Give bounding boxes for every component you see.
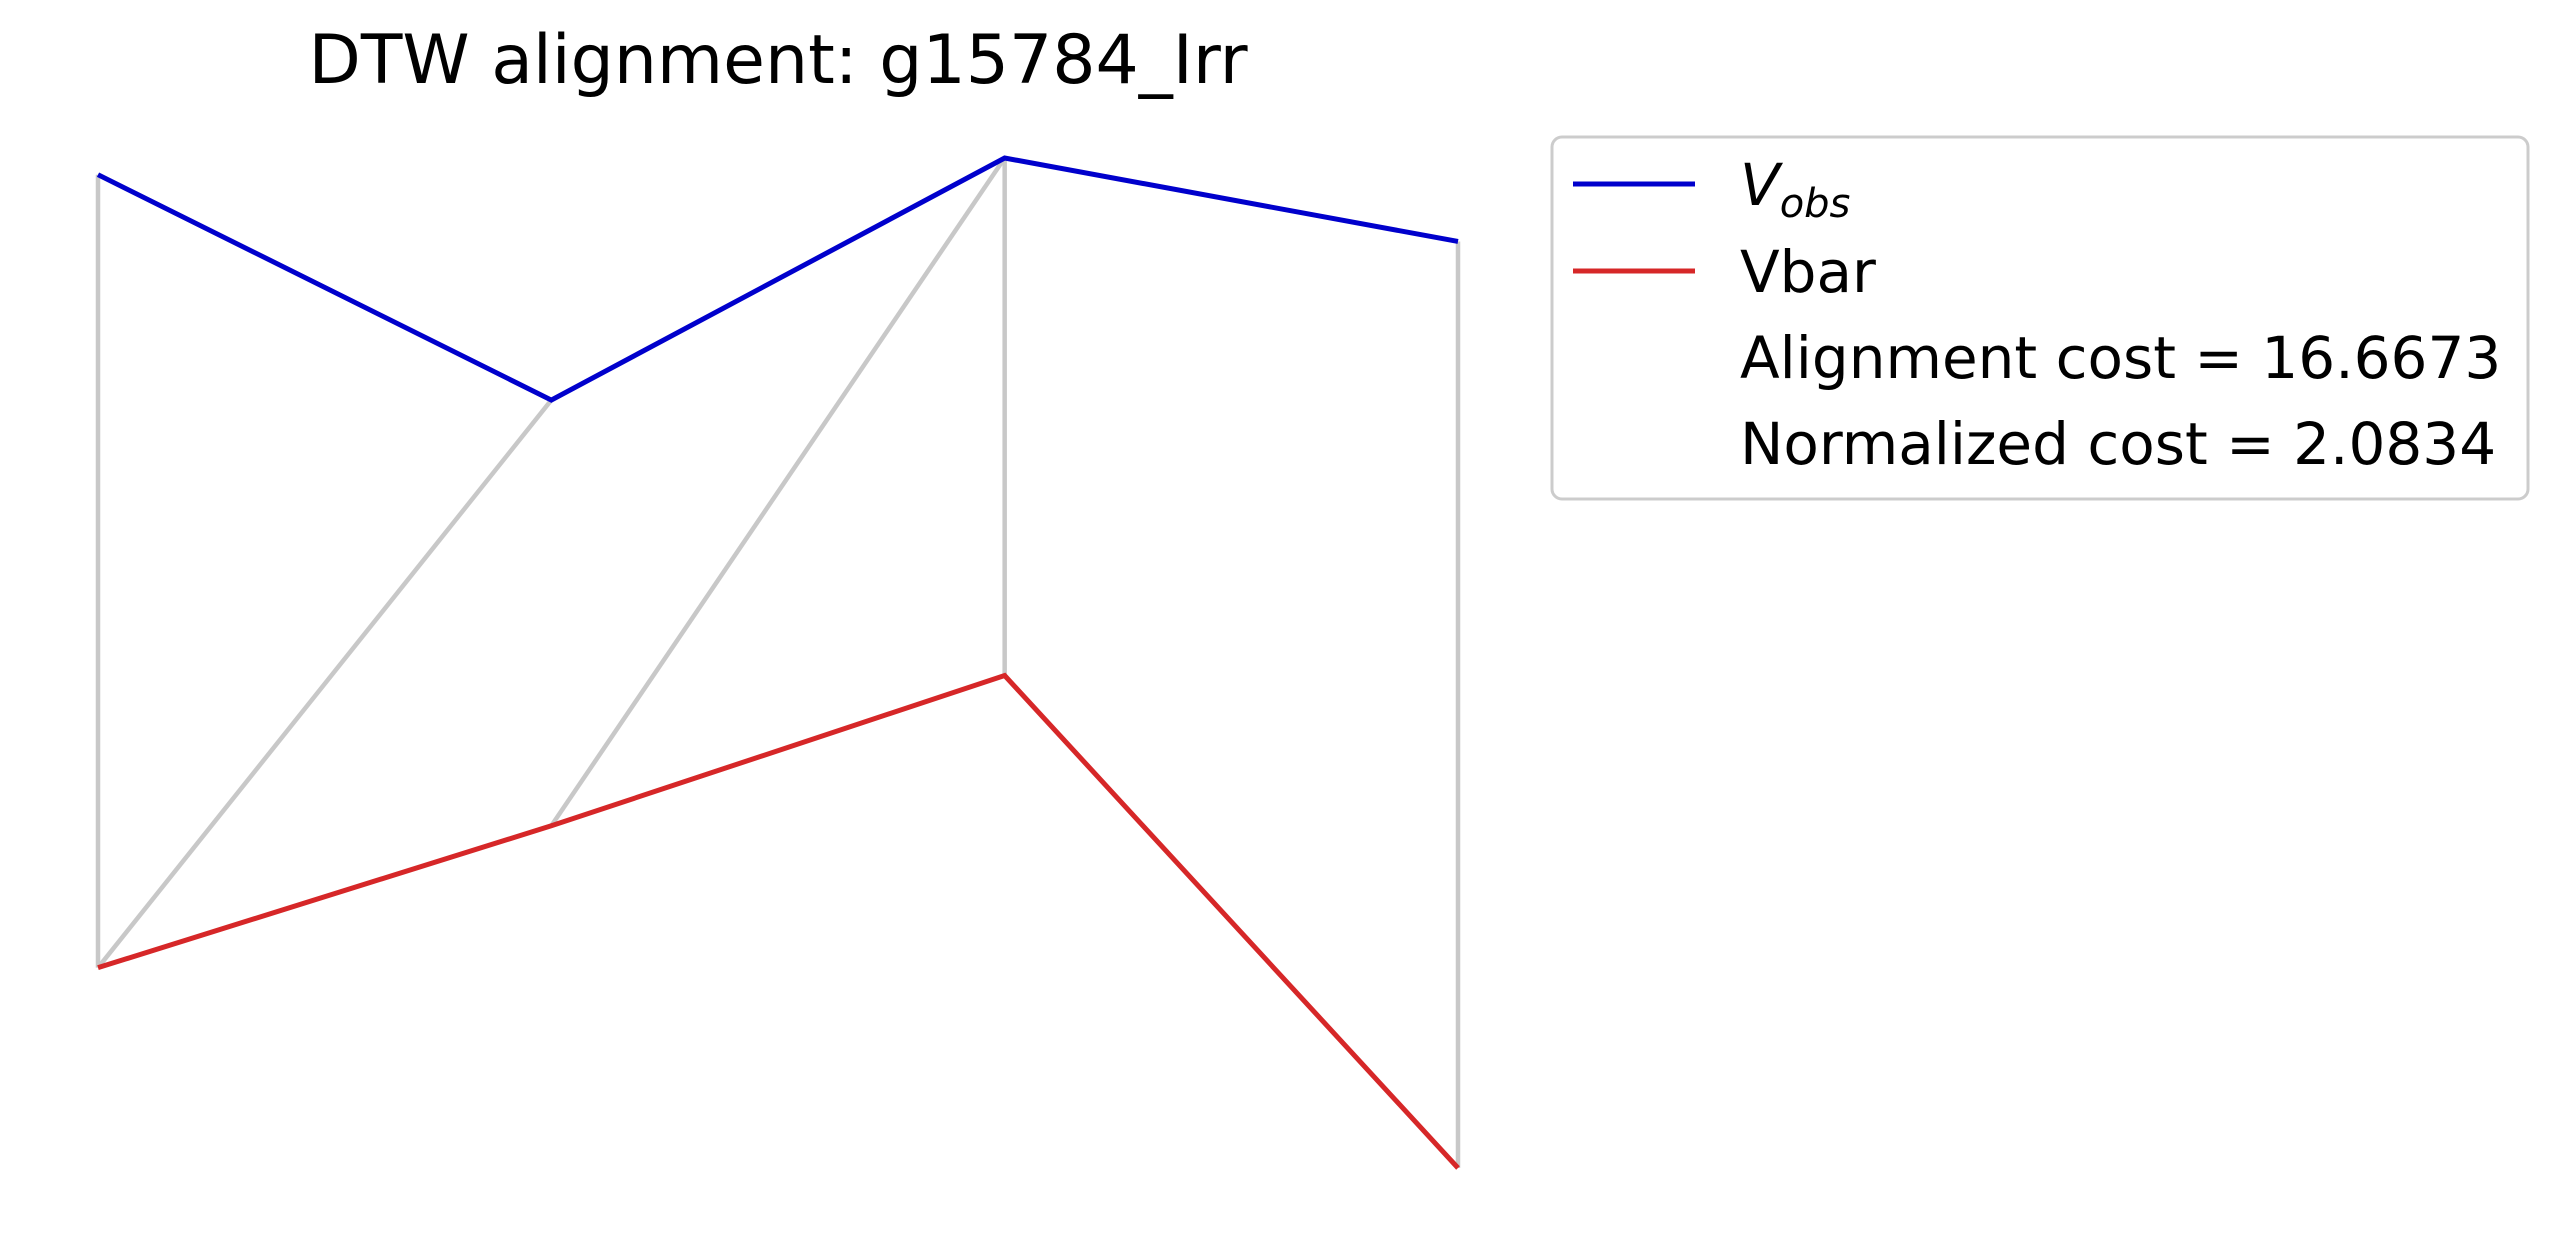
legend-box <box>1550 135 2530 501</box>
legend-label-vbar: Vbar <box>1740 238 1876 306</box>
legend-label-vobs-main: V <box>1740 151 1784 219</box>
legend-normalized-cost: Normalized cost = 2.0834 <box>1740 410 2496 478</box>
series-lines <box>96 155 1460 1170</box>
alignment-lines <box>95 156 1461 1168</box>
legend: Vobs Vbar Alignment cost = 16.6673 Norma… <box>1550 135 2530 501</box>
chart-title: DTW alignment: g15784_Irr <box>308 21 1247 100</box>
legend-label-vobs-sub: obs <box>1780 181 1851 227</box>
alignment-line-2 <box>549 156 1007 828</box>
alignment-line-1 <box>96 398 554 970</box>
legend-label-vobs: Vobs <box>1740 151 1850 227</box>
series-line-vbar <box>97 672 1460 1170</box>
legend-alignment-cost: Alignment cost = 16.6673 <box>1740 324 2501 392</box>
series-line-vobs <box>96 155 1459 403</box>
